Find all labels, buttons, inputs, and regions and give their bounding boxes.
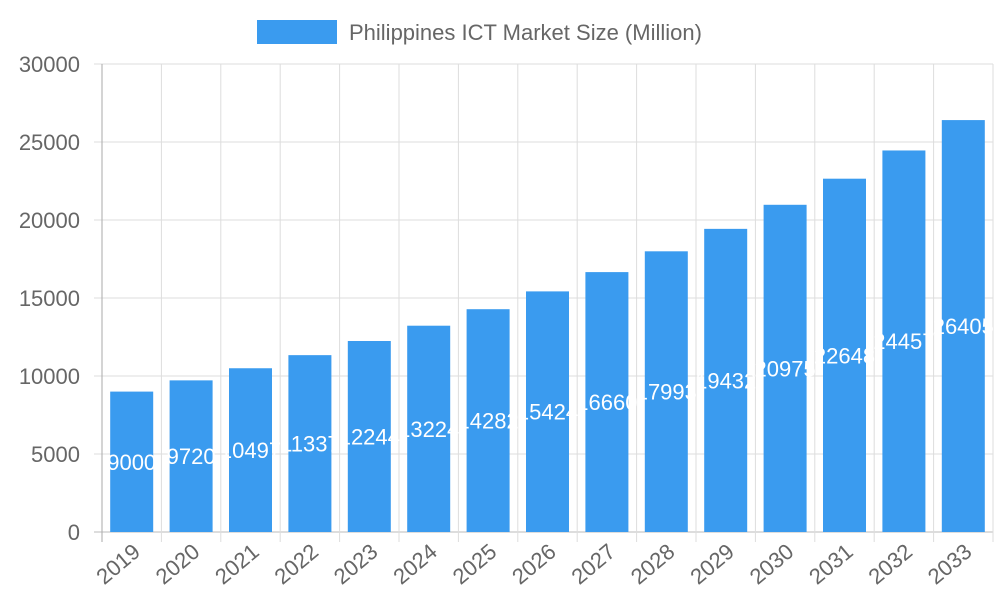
data-label: 26405 xyxy=(933,314,994,339)
data-label: 9720 xyxy=(167,444,216,469)
bar-2020[interactable] xyxy=(169,380,213,532)
bar-2025[interactable] xyxy=(466,309,510,532)
data-label: 16660 xyxy=(576,390,637,415)
data-label: 17993 xyxy=(636,380,697,405)
bar-2028[interactable] xyxy=(644,251,688,532)
bar-2030[interactable] xyxy=(763,204,807,533)
x-tick-label: 2030 xyxy=(745,539,799,590)
legend[interactable]: Philippines ICT Market Size (Million) xyxy=(257,20,702,45)
x-tick-label: 2031 xyxy=(804,539,858,590)
x-tick-label: 2019 xyxy=(91,539,145,590)
bar-2024[interactable] xyxy=(407,325,451,532)
x-tick-label: 2028 xyxy=(626,539,680,590)
x-tick-label: 2033 xyxy=(923,539,977,590)
bar-2019[interactable] xyxy=(110,391,154,532)
bars xyxy=(110,120,985,533)
data-label: 14282 xyxy=(458,409,519,434)
data-label: 20975 xyxy=(755,356,816,381)
data-label: 24457 xyxy=(873,329,934,354)
y-tick-label: 25000 xyxy=(19,130,80,155)
x-axis: 2019 2020 2021 2022 2023 2024 2025 2026 2027 2028… xyxy=(91,539,976,590)
x-tick-label: 2032 xyxy=(864,539,918,590)
y-tick-label: 5000 xyxy=(31,442,80,467)
data-label: 11337 xyxy=(280,432,340,457)
y-axis: 0 5000 10000 15000 20000 25000 30000 xyxy=(19,52,80,545)
x-tick-label: 2022 xyxy=(270,539,324,590)
grid xyxy=(94,63,994,542)
bar-2031[interactable] xyxy=(823,178,866,532)
data-label: 10497 xyxy=(220,438,281,463)
bar-2033[interactable] xyxy=(941,120,985,532)
data-label: 22648 xyxy=(814,343,875,368)
x-tick-label: 2029 xyxy=(685,539,739,590)
data-label: 15424 xyxy=(517,400,578,425)
y-tick-label: 0 xyxy=(68,520,80,545)
legend-label: Philippines ICT Market Size (Million) xyxy=(349,20,702,45)
x-tick-label: 2027 xyxy=(567,539,621,590)
data-label: 19432 xyxy=(695,368,756,393)
bar-2027[interactable] xyxy=(585,272,629,532)
x-tick-label: 2025 xyxy=(448,539,502,590)
bar-2032[interactable] xyxy=(882,150,926,532)
x-tick-label: 2023 xyxy=(329,539,383,590)
bar-2022[interactable] xyxy=(288,355,332,532)
x-tick-label: 2020 xyxy=(151,539,205,590)
data-label: 13224 xyxy=(398,417,459,442)
y-tick-label: 30000 xyxy=(19,52,80,77)
legend-swatch xyxy=(257,20,337,44)
y-tick-label: 10000 xyxy=(19,364,80,389)
x-tick-label: 2021 xyxy=(210,539,264,590)
bar-2026[interactable] xyxy=(526,291,569,532)
bar-2029[interactable] xyxy=(704,228,748,533)
data-labels: 9000 9720 10497 11337 1224413224142821542416… xyxy=(107,314,994,475)
bar-2023[interactable] xyxy=(347,340,391,532)
y-tick-label: 15000 xyxy=(19,286,80,311)
bar-2021[interactable] xyxy=(229,368,272,532)
x-tick-label: 2026 xyxy=(507,539,561,590)
data-label: 9000 xyxy=(107,450,156,475)
y-tick-label: 20000 xyxy=(19,208,80,233)
x-tick-label: 2024 xyxy=(388,539,442,590)
data-label: 12244 xyxy=(339,424,400,449)
